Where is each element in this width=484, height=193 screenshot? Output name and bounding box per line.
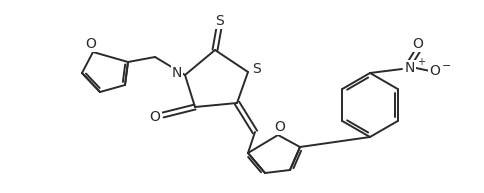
Text: O: O: [274, 120, 285, 134]
Text: +: +: [416, 57, 424, 67]
Text: O: O: [85, 37, 96, 51]
Text: O: O: [412, 37, 423, 51]
Text: N: N: [171, 66, 182, 80]
Text: N: N: [404, 61, 414, 75]
Text: S: S: [252, 62, 261, 76]
Text: S: S: [215, 14, 224, 28]
Text: O: O: [429, 64, 439, 78]
Text: −: −: [441, 61, 451, 71]
Text: O: O: [149, 110, 160, 124]
